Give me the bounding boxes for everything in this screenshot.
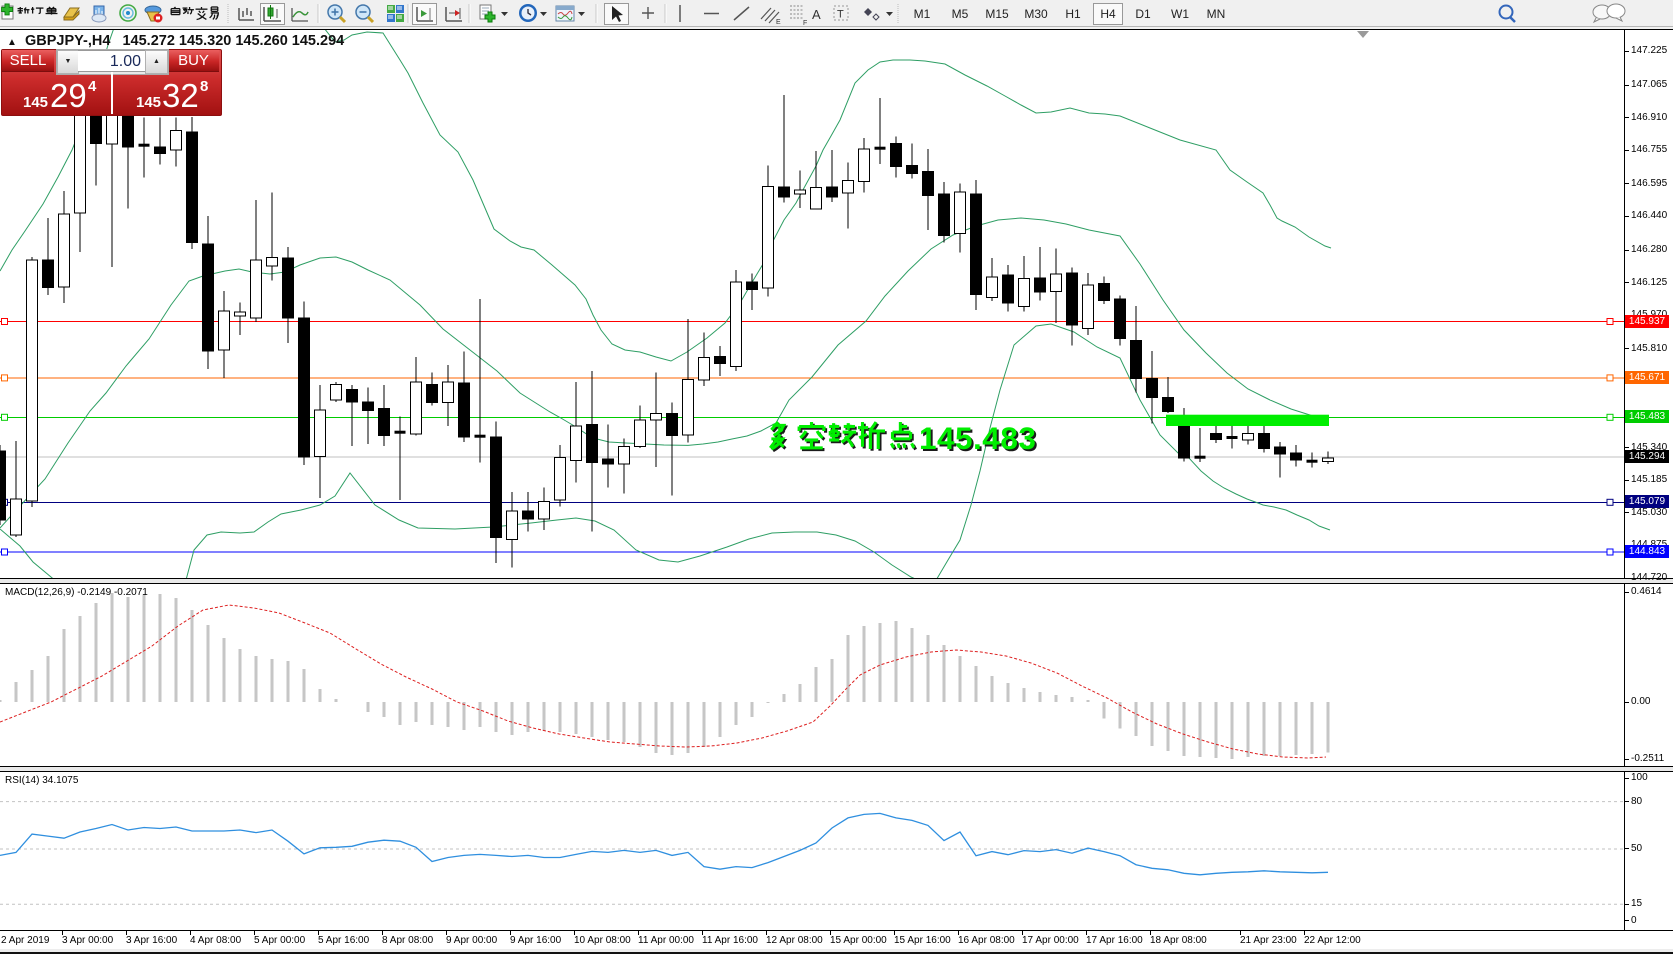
svg-text:T: T	[837, 9, 844, 21]
svg-text:M1: M1	[914, 7, 931, 21]
svg-text:M30: M30	[1024, 7, 1048, 21]
svg-text:D1: D1	[1135, 7, 1151, 21]
svg-text:A: A	[812, 7, 821, 22]
svg-text:W1: W1	[1171, 7, 1189, 21]
svg-text:H1: H1	[1065, 7, 1081, 21]
svg-text:H4: H4	[1100, 7, 1116, 21]
svg-text:M15: M15	[985, 7, 1009, 21]
svg-text:E: E	[776, 19, 781, 26]
svg-text:M5: M5	[952, 7, 969, 21]
svg-text:F: F	[803, 20, 807, 27]
svg-text:MN: MN	[1207, 7, 1226, 21]
